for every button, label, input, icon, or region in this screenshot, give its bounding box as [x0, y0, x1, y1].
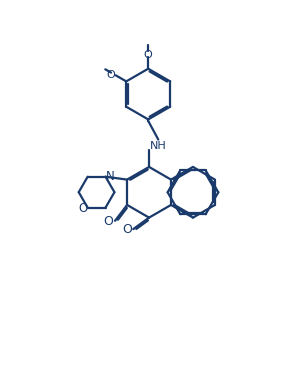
Text: N: N [106, 170, 115, 183]
Text: O: O [78, 202, 87, 215]
Text: O: O [122, 223, 132, 236]
Text: O: O [107, 70, 115, 80]
Text: NH: NH [150, 141, 167, 151]
Text: O: O [144, 50, 153, 60]
Text: O: O [104, 215, 114, 228]
